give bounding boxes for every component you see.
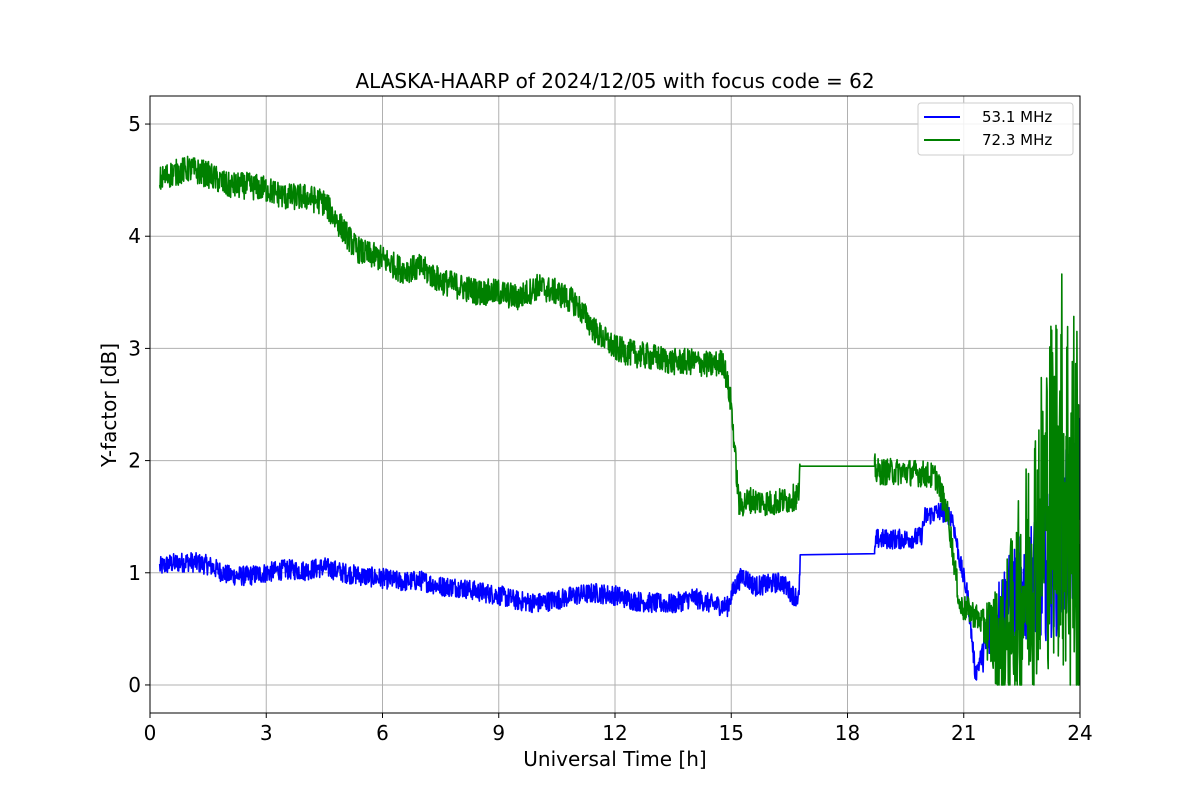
- y-tick-label: 0: [128, 673, 141, 697]
- x-axis-ticks: 0 3 6 9 12 15 18 21 24: [144, 713, 1093, 745]
- legend: 53.1 MHz 72.3 MHz: [917, 102, 1074, 156]
- y-tick-label: 4: [128, 224, 141, 248]
- y-tick-label: 5: [128, 112, 141, 136]
- x-axis-label: Universal Time [h]: [523, 747, 706, 771]
- legend-label-72mhz: 72.3 MHz: [982, 131, 1052, 149]
- y-tick-label: 3: [128, 336, 141, 360]
- y-axis-ticks: 0 1 2 3 4 5: [128, 112, 150, 697]
- series-line-53mhz: [158, 417, 1081, 681]
- x-tick-label: 3: [260, 721, 273, 745]
- chart-title: ALASKA-HAARP of 2024/12/05 with focus co…: [355, 69, 874, 93]
- y-axis-label: Y-factor [dB]: [97, 343, 121, 468]
- x-tick-label: 21: [951, 721, 976, 745]
- x-tick-label: 24: [1067, 721, 1092, 745]
- x-tick-label: 12: [602, 721, 627, 745]
- x-tick-label: 15: [719, 721, 744, 745]
- x-tick-label: 6: [376, 721, 389, 745]
- legend-label-53mhz: 53.1 MHz: [982, 108, 1052, 126]
- y-tick-label: 2: [128, 449, 141, 473]
- series-layer: [158, 155, 1081, 686]
- y-tick-label: 1: [128, 561, 141, 585]
- x-tick-label: 9: [492, 721, 505, 745]
- series-line-72mhz: [158, 155, 1081, 686]
- x-tick-label: 0: [144, 721, 157, 745]
- x-tick-label: 18: [835, 721, 860, 745]
